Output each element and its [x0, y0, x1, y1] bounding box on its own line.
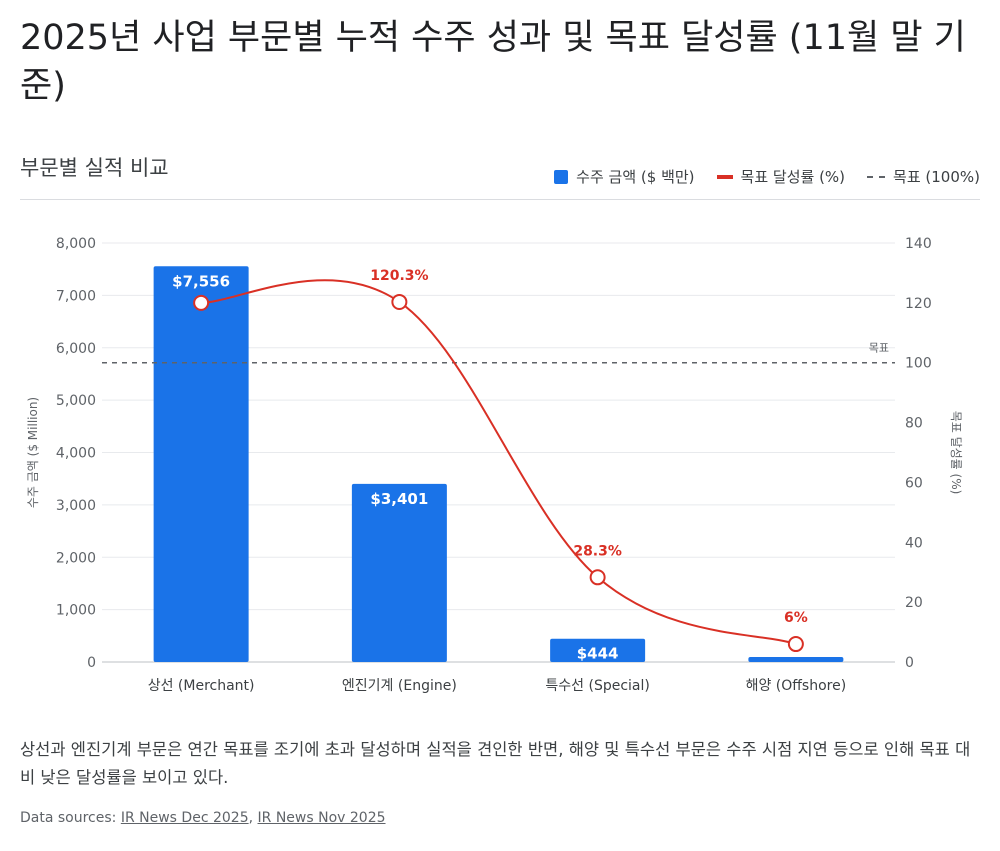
combo-chart: 0 1,000 2,000 3,000 4,000 5,000 6,000 7,000 8,00…	[26, 236, 963, 694]
legend-bar-swatch	[554, 169, 569, 184]
y-right-tick-label: 60	[905, 475, 923, 491]
legend-item-target: 목표 (100%)	[867, 166, 980, 187]
x-tick-label: 엔진기계 (Engine)	[342, 678, 457, 694]
y-right-tick-label: 100	[905, 356, 932, 372]
legend-line-label: 목표 달성률 (%)	[740, 168, 846, 186]
chart-caption: 상선과 엔진기계 부문은 연간 목표를 조기에 초과 달성하며 실적을 견인한 …	[20, 740, 971, 787]
sources-label: Data sources:	[20, 810, 117, 826]
chart-subtitle: 부문별 실적 비교	[20, 156, 169, 180]
target-line-label: 목표	[869, 342, 889, 355]
y-left-tick-label: 4,000	[56, 446, 96, 462]
y-left-tick-label: 7,000	[56, 288, 96, 304]
legend-item-line: 목표 달성률 (%)	[716, 166, 846, 187]
y-left-tick-label: 0	[87, 655, 96, 671]
bar-2	[550, 638, 646, 662]
y-right-tick-label: 40	[905, 535, 923, 551]
y-left-tick-label: 6,000	[56, 341, 96, 357]
y-left-tick-label: 8,000	[56, 236, 96, 252]
bar-0	[153, 266, 249, 662]
legend-target-label: 목표 (100%)	[893, 168, 980, 186]
x-tick-label: 해양 (Offshore)	[746, 678, 847, 694]
line-value-label: 28.3%	[573, 543, 622, 559]
line-value-label: 120.3%	[370, 268, 428, 284]
bar-value-label: $7,556	[172, 272, 230, 290]
y-left-tick-label: 1,000	[56, 603, 96, 619]
bar-1	[351, 483, 447, 662]
x-tick-label: 특수선 (Special)	[545, 678, 649, 694]
legend-target-swatch	[867, 175, 886, 178]
source-link-2[interactable]: IR News Nov 2025	[257, 810, 386, 826]
line-value-label: 6%	[784, 610, 808, 626]
chart-legend: 수주 금액 ($ 백만) 목표 달성률 (%) 목표 (100%)	[532, 166, 980, 187]
y-right-tick-label: 140	[905, 236, 932, 252]
bar-value-label: $3,401	[370, 490, 428, 508]
y-right-tick-label: 120	[905, 296, 932, 312]
line-point-3	[787, 636, 804, 653]
header-divider	[20, 199, 980, 200]
page-title: 2025년 사업 부문별 누적 수주 성과 및 목표 달성률 (11월 말 기준…	[20, 18, 966, 106]
y-right-tick-label: 20	[905, 595, 923, 611]
bar-3	[748, 657, 844, 662]
legend-line-swatch	[716, 174, 733, 179]
y-right-tick-label: 80	[905, 416, 923, 432]
y-left-axis-title: 수주 금액 ($ Million)	[26, 397, 40, 508]
source-link-1[interactable]: IR News Dec 2025	[120, 810, 249, 826]
achievement-line	[201, 279, 797, 645]
x-tick-label: 상선 (Merchant)	[148, 678, 255, 694]
y-right-tick-label: 0	[905, 655, 914, 671]
data-sources: Data sources: IR News Dec 2025, IR News …	[20, 810, 386, 826]
y-left-tick-label: 5,000	[56, 393, 96, 409]
legend-item-bar: 수주 금액 ($ 백만)	[554, 166, 695, 187]
line-point-2	[589, 569, 606, 586]
legend-bar-label: 수주 금액 ($ 백만)	[576, 168, 695, 186]
y-left-tick-label: 3,000	[56, 498, 96, 514]
line-point-1	[391, 293, 408, 310]
line-point-0	[193, 294, 210, 311]
y-right-axis-title: 목표 달성률 (%)	[949, 411, 963, 495]
bar-value-label: $444	[577, 645, 619, 663]
y-left-tick-label: 2,000	[56, 550, 96, 566]
